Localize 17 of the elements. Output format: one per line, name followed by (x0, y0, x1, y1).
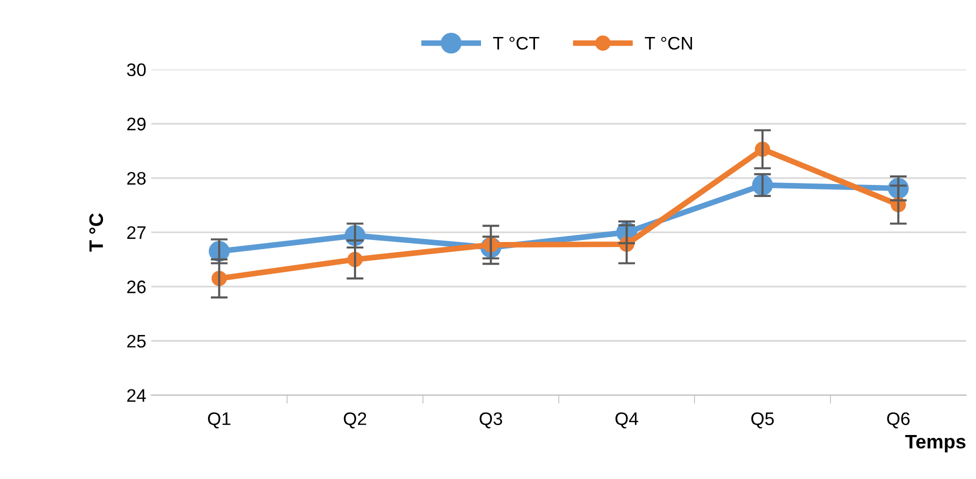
y-tick-label: 30 (127, 63, 146, 76)
x-tick-label: Q3 (480, 412, 502, 428)
y-tick-label: 26 (127, 280, 146, 294)
legend-label: T °CT (493, 36, 540, 50)
x-tick-label: Q5 (751, 412, 774, 428)
y-tick-label: 28 (127, 172, 146, 185)
legend-label: T °CN (644, 36, 692, 50)
y-axis-title: T °C (89, 213, 104, 252)
y-tick-label: 29 (127, 118, 146, 130)
y-tick-label: 27 (127, 226, 146, 239)
y-tick-label: 24 (127, 389, 146, 402)
x-tick-label: Q6 (887, 412, 910, 428)
x-tick-label: Q1 (208, 412, 230, 428)
y-tick-label: 25 (127, 334, 146, 348)
x-tick-label: Q2 (344, 412, 366, 428)
x-axis-title: Temps (905, 434, 966, 452)
x-tick-label: Q4 (615, 412, 638, 428)
